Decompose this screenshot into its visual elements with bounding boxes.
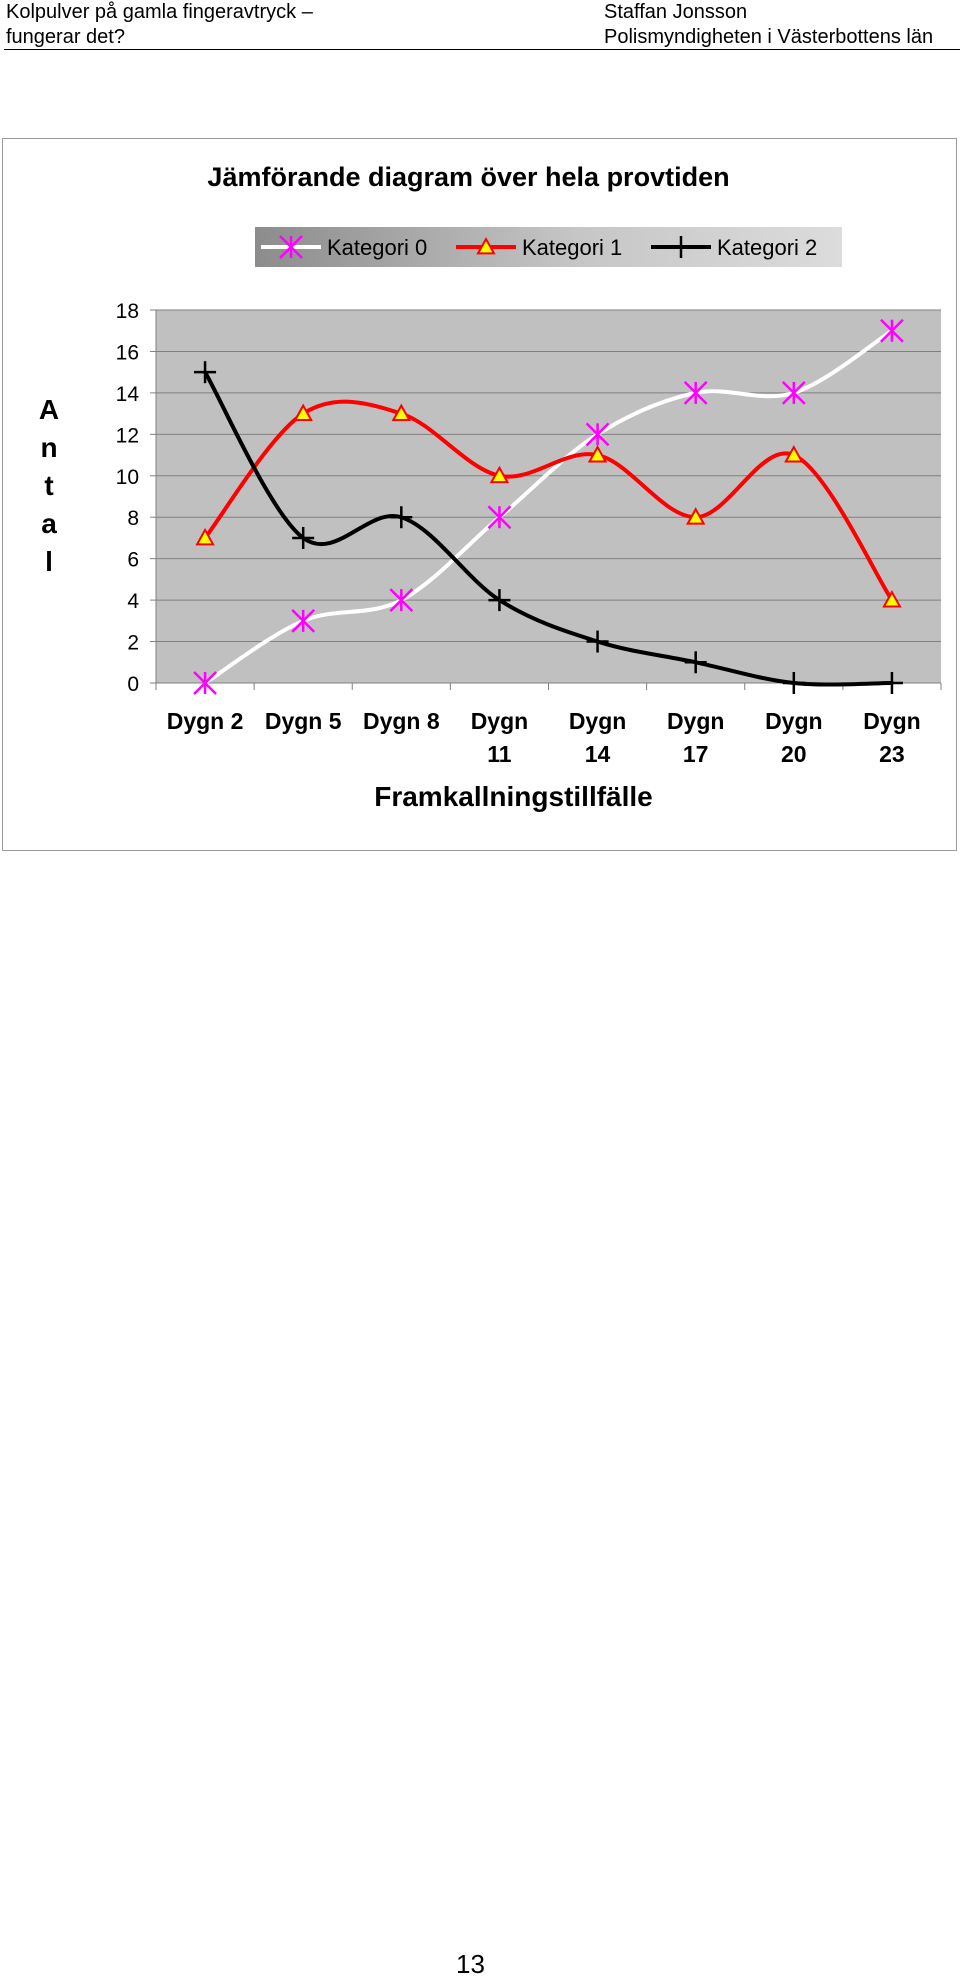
data-point-kategori-0 <box>193 671 217 695</box>
data-point-kategori-2 <box>488 589 511 612</box>
chart-container: Jämförande diagram över hela provtiden 0 2… <box>2 138 957 851</box>
x-category-label: Dygn 20 <box>765 708 823 767</box>
data-point-kategori-2 <box>880 672 903 694</box>
data-point-kategori-1 <box>882 590 902 608</box>
y-tick-label: 6 <box>127 549 139 572</box>
marker-shape <box>587 444 608 463</box>
data-point-kategori-2 <box>586 630 609 653</box>
x-category-label: Dygn 17 <box>667 708 725 767</box>
marker-shape <box>195 527 215 546</box>
author-name: Staffan Jonsson <box>604 1 748 23</box>
data-point-kategori-2 <box>292 526 315 549</box>
data-point-kategori-1 <box>587 444 608 463</box>
data-point-kategori-0 <box>880 318 904 343</box>
y-axis-title-letter: A <box>39 394 59 425</box>
data-point-kategori-0 <box>683 381 708 405</box>
x-category-label: Dygn 8 <box>363 708 440 734</box>
legend-label-kategori-1: Kategori 1 <box>522 235 622 260</box>
y-tick-label: 14 <box>116 383 140 406</box>
marker-shape <box>293 403 313 422</box>
x-category-label: Dygn 14 <box>569 708 627 767</box>
marker-shape <box>489 465 510 484</box>
marker-shape <box>391 403 412 422</box>
document-title-line2: fungerar det? <box>6 26 125 48</box>
legend-box <box>255 227 842 267</box>
y-tick-label: 4 <box>127 590 139 613</box>
data-point-kategori-0 <box>291 608 316 633</box>
y-tick-label: 8 <box>127 507 139 530</box>
running-header-right: Staffan Jonsson Polismyndigheten i Väste… <box>604 0 933 50</box>
data-point-kategori-1 <box>391 403 412 422</box>
legend-marker-kategori-2 <box>670 236 692 258</box>
y-axis-title-letter: l <box>45 546 53 577</box>
data-point-kategori-1 <box>685 507 706 525</box>
data-point-kategori-1 <box>489 465 510 484</box>
legend-label-kategori-0: Kategori 0 <box>327 235 427 260</box>
legend-marker-kategori-0 <box>279 235 303 259</box>
marker-shape <box>476 236 496 255</box>
data-point-kategori-1 <box>784 444 804 463</box>
document-title-line1: Kolpulver på gamla fingeravtryck – <box>6 1 313 23</box>
data-point-kategori-2 <box>782 672 805 694</box>
y-tick-label: 16 <box>116 341 139 364</box>
data-point-kategori-2 <box>684 651 707 674</box>
header-rule <box>4 49 960 50</box>
y-tick-label: 18 <box>116 300 139 323</box>
data-point-kategori-0 <box>389 588 414 612</box>
y-axis-title-letter: t <box>44 470 53 501</box>
x-category-label: Dygn 2 <box>167 708 244 734</box>
data-point-kategori-2 <box>390 506 413 529</box>
y-tick-label: 0 <box>127 673 139 696</box>
data-point-kategori-0 <box>781 381 806 405</box>
marker-shape <box>685 507 706 525</box>
chart-title: Jämförande diagram över hela provtiden <box>207 162 729 192</box>
data-point-kategori-2 <box>194 361 217 384</box>
y-tick-label: 10 <box>116 466 139 489</box>
data-point-kategori-1 <box>195 527 215 546</box>
running-header-left: Kolpulver på gamla fingeravtryck – funge… <box>6 0 313 50</box>
y-axis-title-letter: a <box>41 508 57 539</box>
marker-shape <box>882 590 902 608</box>
y-axis-title-letter: n <box>40 432 57 463</box>
x-axis-title: Framkallningstillfälle <box>374 781 653 812</box>
y-tick-label: 2 <box>127 632 139 655</box>
data-point-kategori-1 <box>293 403 313 422</box>
data-point-kategori-0 <box>487 505 512 530</box>
series-line-kategori-0 <box>203 328 894 685</box>
marker-shape <box>784 444 804 463</box>
legend-marker-kategori-1 <box>476 236 496 255</box>
x-category-label: Dygn 23 <box>863 708 921 767</box>
author-organization: Polismyndigheten i Västerbottens län <box>604 26 934 48</box>
page-number: 13 <box>456 1949 485 1979</box>
chart-svg: Jämförande diagram över hela provtiden 0 2… <box>39 162 942 812</box>
y-tick-label: 12 <box>116 424 139 447</box>
x-category-label: Dygn 5 <box>265 708 342 734</box>
plot-area <box>156 310 941 683</box>
legend-label-kategori-2: Kategori 2 <box>717 235 817 260</box>
data-point-kategori-0 <box>585 422 610 447</box>
x-category-label: Dygn 11 <box>471 708 529 767</box>
